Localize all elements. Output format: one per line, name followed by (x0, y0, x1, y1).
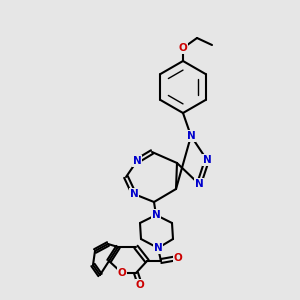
Text: N: N (187, 131, 195, 141)
Text: N: N (152, 210, 160, 220)
Text: N: N (154, 243, 162, 253)
Text: O: O (136, 280, 144, 290)
Text: O: O (174, 253, 182, 263)
Text: O: O (118, 268, 126, 278)
Text: N: N (130, 189, 138, 199)
Text: N: N (202, 155, 211, 165)
Text: N: N (195, 179, 203, 189)
Text: O: O (178, 43, 188, 53)
Text: N: N (133, 156, 141, 166)
